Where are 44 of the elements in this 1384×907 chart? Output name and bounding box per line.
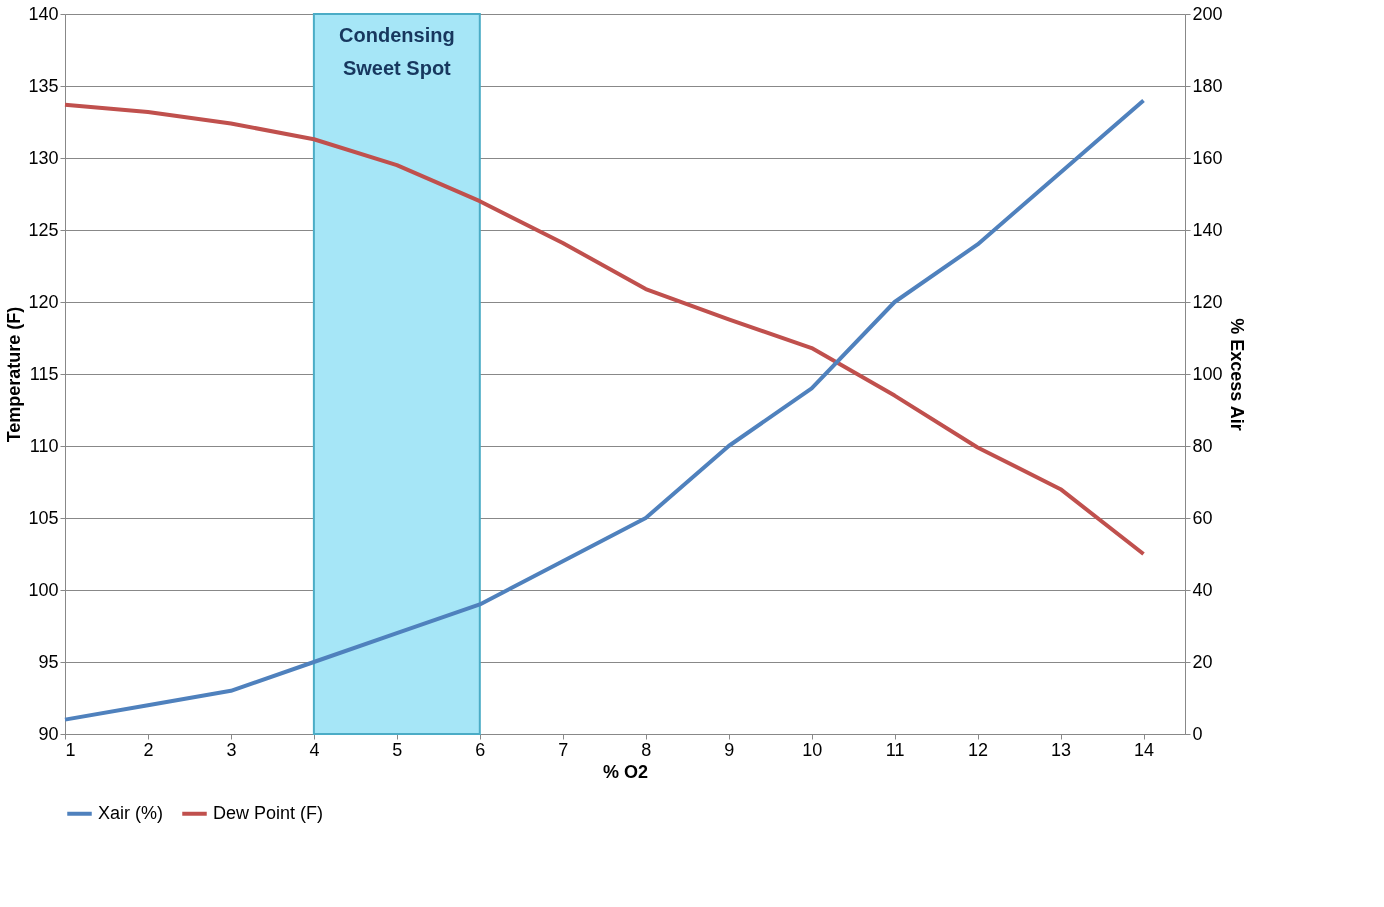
x-tick-label: 10 (802, 739, 823, 760)
y-tick-label: 110 (29, 435, 59, 456)
y2-tick-label: 40 (1192, 579, 1213, 600)
y-tick-label: 100 (28, 579, 59, 600)
x-tick-label: 8 (641, 739, 652, 760)
legend-label: Dew Point (F) (213, 802, 324, 823)
y-tick-label: 140 (28, 3, 59, 24)
x-tick-label: 1 (65, 739, 76, 760)
y-tick-label: 125 (28, 219, 59, 240)
legend-label: Xair (%) (98, 802, 164, 823)
y2-axis-title: % Excess Air (1226, 318, 1247, 431)
y2-tick-label: 0 (1192, 723, 1203, 744)
x-tick-label: 2 (143, 739, 154, 760)
y-tick-label: 105 (28, 507, 59, 528)
y-tick-label: 135 (28, 75, 59, 96)
x-tick-label: 12 (968, 739, 989, 760)
x-axis-title: % O2 (602, 761, 649, 782)
band-label: Condensing Sweet Spot (339, 24, 455, 79)
y2-tick-label: 120 (1192, 291, 1223, 312)
x-tick-label: 7 (558, 739, 569, 760)
y2-tick-label: 160 (1192, 147, 1223, 168)
x-tick-label: 4 (309, 739, 320, 760)
y2-tick-label: 20 (1192, 651, 1213, 672)
y2-tick-label: 60 (1192, 507, 1213, 528)
x-tick-label: 13 (1051, 739, 1072, 760)
y-tick-label: 130 (28, 147, 59, 168)
y-tick-label: 115 (29, 363, 59, 384)
y-tick-label: 120 (28, 291, 59, 312)
y2-tick-label: 200 (1192, 3, 1223, 24)
y2-tick-label: 100 (1192, 363, 1223, 384)
x-tick-label: 11 (885, 739, 905, 760)
x-tick-label: 9 (724, 739, 735, 760)
y-tick-label: 95 (38, 651, 59, 672)
line-series (63, 102, 1146, 556)
y-tick-label: 90 (38, 723, 59, 744)
x-tick-label: 3 (226, 739, 237, 760)
y2-tick-label: 80 (1192, 435, 1213, 456)
y2-tick-label: 180 (1192, 75, 1223, 96)
x-tick-label: 5 (392, 739, 403, 760)
y2-tick-label: 140 (1192, 219, 1223, 240)
x-tick-label: 14 (1134, 739, 1155, 760)
x-tick-label: 6 (475, 739, 486, 760)
line-series (63, 98, 1146, 722)
y-axis-title: Temperature (F) (4, 306, 25, 443)
